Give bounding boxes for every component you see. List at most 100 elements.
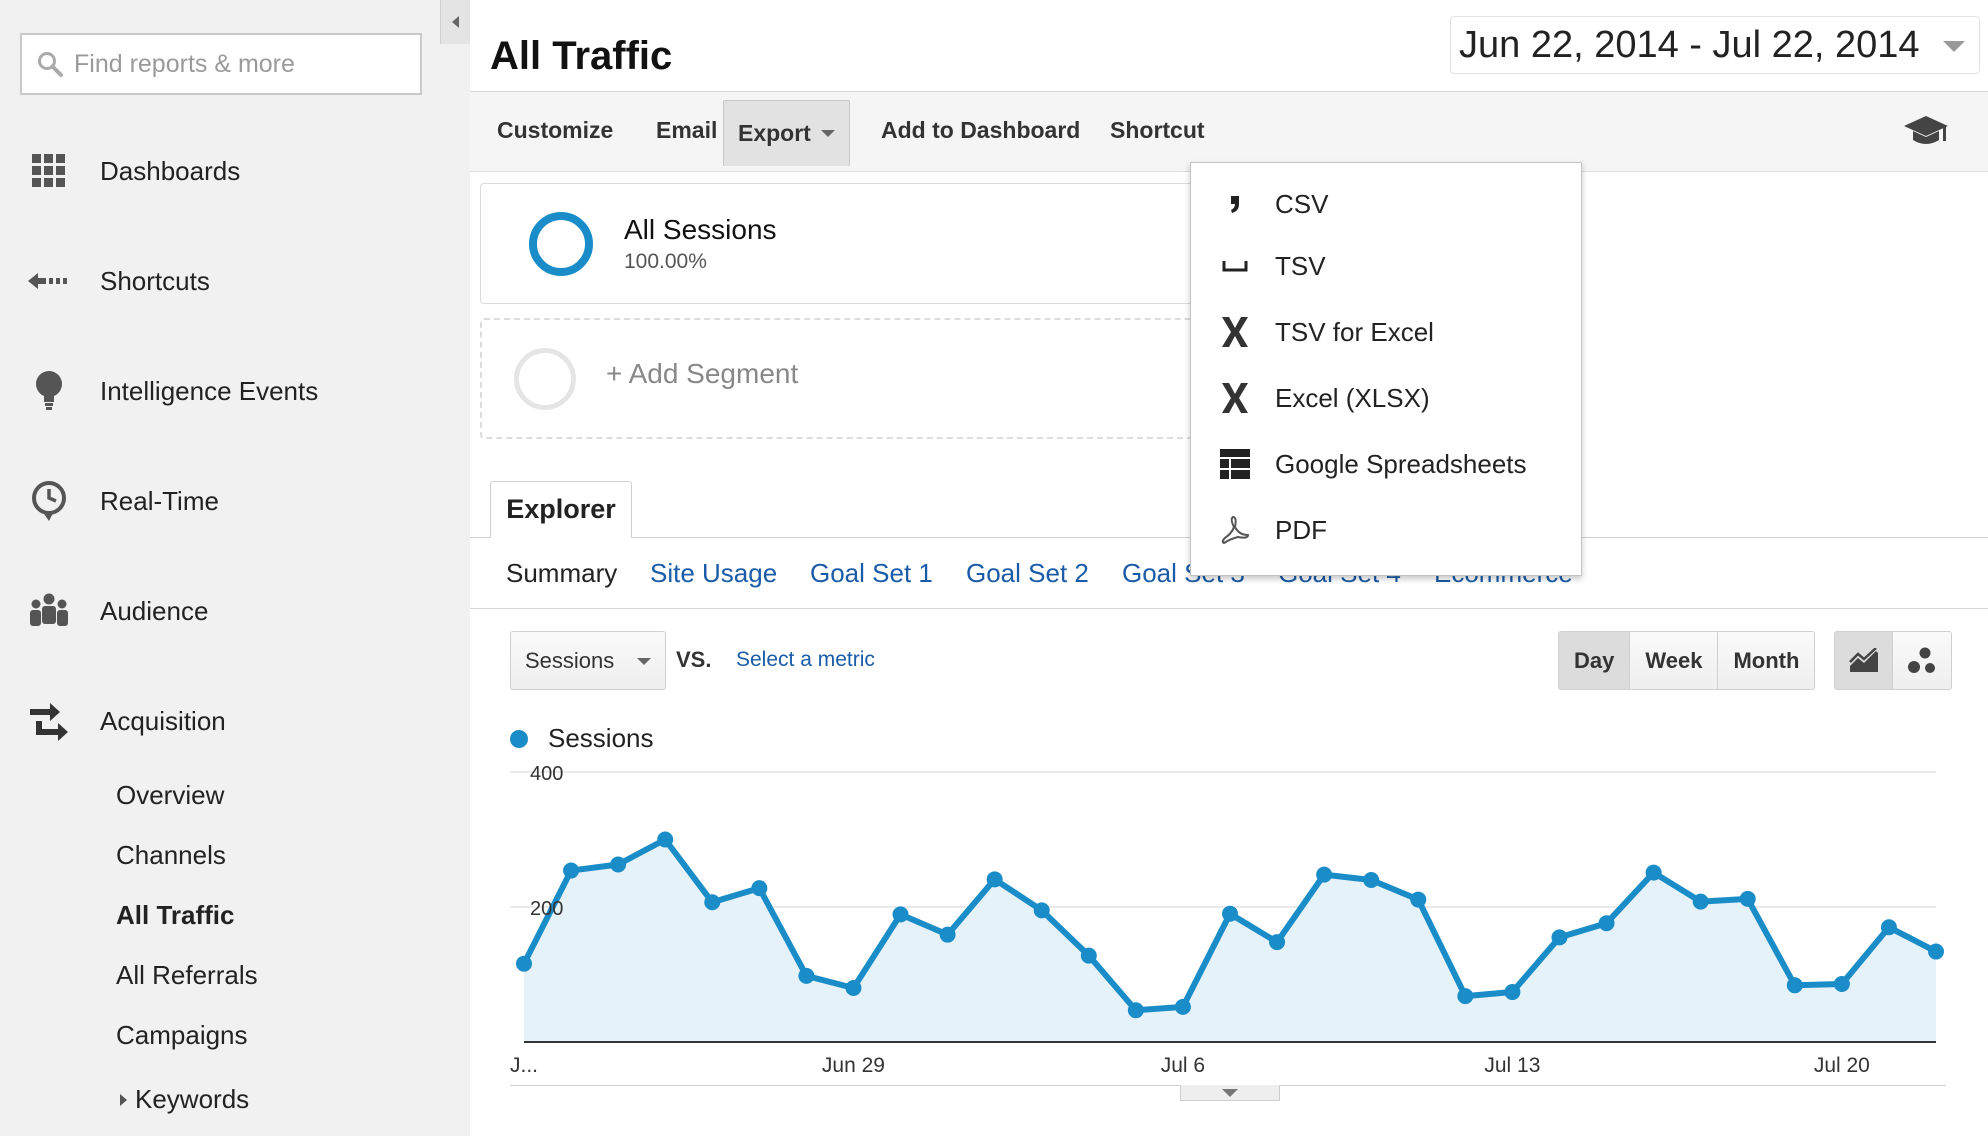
customize-button[interactable]: Customize <box>497 116 614 143</box>
sidebar-item-label: Dashboards <box>100 155 241 186</box>
period-week-button[interactable]: Week <box>1630 632 1719 689</box>
line-chart-view-button[interactable] <box>1835 632 1893 689</box>
x-tick-label: J... <box>510 1054 538 1077</box>
menu-item-label: TSV for Excel <box>1275 316 1434 347</box>
chart-expand-handle[interactable] <box>1180 1085 1280 1101</box>
export-xlsx-item[interactable]: Excel (XLSX) <box>1191 367 1581 429</box>
period-toggle: Day Week Month <box>1558 631 1816 690</box>
comma-icon <box>1219 188 1251 220</box>
motion-chart-view-button[interactable] <box>1893 632 1951 689</box>
search-input[interactable] <box>74 49 414 79</box>
shortcut-button[interactable]: Shortcut <box>1110 116 1205 143</box>
date-range-picker[interactable]: Jun 22, 2014 - Jul 22, 2014 <box>1450 16 1980 74</box>
chevron-down-icon <box>637 658 651 665</box>
collapse-sidebar-button[interactable] <box>440 0 470 44</box>
shortcut-arrow-icon <box>28 260 70 302</box>
chart-legend: Sessions <box>510 723 654 754</box>
data-point <box>1127 1002 1144 1019</box>
sidebar: Dashboards Shortcuts Intelligence Events <box>0 0 470 1136</box>
data-point <box>563 862 580 879</box>
data-point <box>657 831 674 848</box>
sidebar-item-acquisition[interactable]: Acquisition <box>0 686 470 756</box>
search-box[interactable] <box>20 33 422 95</box>
data-point <box>1269 934 1286 951</box>
data-point <box>751 880 768 897</box>
data-point <box>1457 988 1474 1005</box>
sidebar-item-intelligence-events[interactable]: Intelligence Events <box>0 356 470 426</box>
triangle-right-icon <box>120 1093 127 1106</box>
page-title: All Traffic <box>490 34 673 78</box>
menu-item-label: TSV <box>1275 250 1326 281</box>
tab-explorer[interactable]: Explorer <box>490 481 632 538</box>
export-button[interactable]: Export <box>723 100 850 166</box>
sidebar-item-label: Shortcuts <box>100 265 210 296</box>
spreadsheet-icon <box>1219 448 1251 480</box>
data-point <box>1316 866 1333 883</box>
data-point <box>1598 915 1615 932</box>
excel-x-icon <box>1219 382 1251 414</box>
sessions-chart: 200 400 J... Jun 29 Jul 6 Jul 13 Jul 20 <box>510 763 1944 1077</box>
data-point <box>1222 905 1238 922</box>
report-toolbar: Customize Email Export Add to Dashboard … <box>470 92 1988 172</box>
chevron-down-icon <box>1222 1088 1238 1097</box>
triangle-left-icon <box>452 16 459 28</box>
sidebar-item-audience[interactable]: Audience <box>0 576 470 646</box>
data-point <box>704 894 721 911</box>
export-tsv-excel-item[interactable]: TSV for Excel <box>1191 301 1581 363</box>
sidebar-subitem-keywords[interactable]: Keywords <box>120 1084 249 1115</box>
sidebar-item-label: Real-Time <box>100 485 219 516</box>
data-point <box>1174 998 1191 1015</box>
add-segment-label: + Add Segment <box>606 358 799 389</box>
sidebar-item-real-time[interactable]: Real-Time <box>0 466 470 536</box>
chevron-down-icon <box>820 130 835 137</box>
data-point <box>1645 864 1662 881</box>
email-button[interactable]: Email <box>656 116 718 143</box>
main-content: All Traffic Jun 22, 2014 - Jul 22, 2014 … <box>470 0 1988 1136</box>
tab-space-icon <box>1219 250 1251 282</box>
data-point <box>798 967 815 984</box>
select-metric-link[interactable]: Select a metric <box>736 648 875 671</box>
header-bar: All Traffic Jun 22, 2014 - Jul 22, 2014 <box>470 0 1988 92</box>
sidebar-subitem-all-referrals[interactable]: All Referrals <box>116 960 258 990</box>
chart-view-toggle <box>1834 631 1952 690</box>
pdf-icon <box>1219 514 1251 546</box>
x-tick-label: Jun 29 <box>822 1054 885 1077</box>
data-point <box>1786 977 1803 994</box>
grid-icon <box>28 150 70 192</box>
metric-select[interactable]: Sessions <box>510 631 666 690</box>
subtab-site-usage[interactable]: Site Usage <box>650 558 778 588</box>
sidebar-item-dashboards[interactable]: Dashboards <box>0 136 470 206</box>
sidebar-subitem-overview[interactable]: Overview <box>116 780 225 810</box>
people-icon <box>28 590 70 632</box>
subtab-goal-set-2[interactable]: Goal Set 2 <box>966 558 1089 588</box>
menu-item-label: CSV <box>1275 188 1329 219</box>
legend-label: Sessions <box>548 723 654 753</box>
sidebar-item-label: Audience <box>100 595 209 626</box>
subtab-summary[interactable]: Summary <box>506 558 618 588</box>
export-pdf-item[interactable]: PDF <box>1191 499 1581 561</box>
segment-name: All Sessions <box>624 214 777 245</box>
acquisition-arrows-icon <box>28 700 70 742</box>
sidebar-subitem-all-traffic[interactable]: All Traffic <box>116 900 235 930</box>
excel-x-icon <box>1219 316 1251 348</box>
line-chart-icon <box>1848 647 1878 672</box>
add-to-dashboard-button[interactable]: Add to Dashboard <box>881 116 1081 143</box>
export-tsv-item[interactable]: TSV <box>1191 235 1581 297</box>
metric-select-value: Sessions <box>525 647 615 673</box>
data-point <box>1551 929 1568 946</box>
graduation-cap-icon[interactable] <box>1904 114 1948 150</box>
empty-segment-ring-icon <box>514 348 576 410</box>
sidebar-subitem-channels[interactable]: Channels <box>116 840 226 870</box>
sidebar-item-label: Intelligence Events <box>100 375 319 406</box>
period-month-button[interactable]: Month <box>1718 632 1815 689</box>
export-google-spreadsheets-item[interactable]: Google Spreadsheets <box>1191 433 1581 495</box>
export-csv-item[interactable]: CSV <box>1191 173 1581 235</box>
legend-swatch <box>510 729 528 748</box>
subtab-goal-set-1[interactable]: Goal Set 1 <box>810 558 933 588</box>
sidebar-subitem-campaigns[interactable]: Campaigns <box>116 1020 248 1050</box>
period-day-button[interactable]: Day <box>1559 632 1631 689</box>
segment-ring-icon <box>529 212 593 276</box>
x-tick-label: Jul 13 <box>1484 1054 1540 1077</box>
export-label: Export <box>738 120 811 146</box>
sidebar-item-shortcuts[interactable]: Shortcuts <box>0 246 470 316</box>
